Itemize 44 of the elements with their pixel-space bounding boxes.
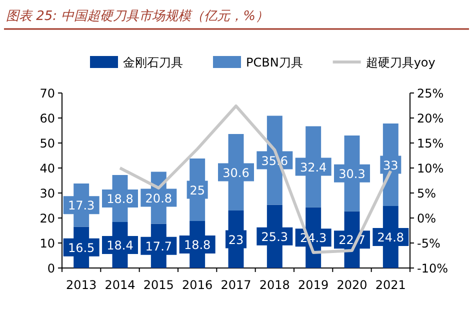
x-tick-label: 2020 <box>336 278 368 292</box>
data-label: 17.7 <box>145 239 172 254</box>
y2-tick-label: 0% <box>417 212 436 226</box>
data-label: 16.5 <box>68 240 95 255</box>
y-tick-label: 20 <box>40 212 55 226</box>
x-tick-label: 2014 <box>104 278 136 292</box>
data-label: 17.3 <box>68 198 95 213</box>
data-label: 18.8 <box>184 238 211 252</box>
data-label: 18.8 <box>106 192 134 206</box>
y2-tick-label: 20% <box>417 112 444 126</box>
y-tick-label: 70 <box>40 86 55 100</box>
x-tick-label: 2018 <box>259 278 290 292</box>
y2-tick-label: 5% <box>417 186 436 200</box>
y-tick-label: 40 <box>40 162 55 176</box>
data-label: 30.6 <box>222 166 250 180</box>
data-label: 33 <box>383 158 398 172</box>
data-label: 24.8 <box>377 230 404 244</box>
y2-tick-label: 10% <box>417 162 444 176</box>
x-tick-label: 2017 <box>220 278 252 292</box>
x-tick-label: 2015 <box>143 278 174 292</box>
data-label: 20.8 <box>145 191 172 206</box>
x-tick-label: 2016 <box>182 278 213 292</box>
y2-tick-label: 15% <box>417 136 444 150</box>
data-label: 25 <box>190 183 205 198</box>
x-tick-label: 2021 <box>375 278 406 292</box>
x-tick-label: 2019 <box>298 278 329 292</box>
legend-label: PCBN刀具 <box>246 56 303 70</box>
y-tick-label: 0 <box>47 262 55 276</box>
y-tick-label: 60 <box>40 112 55 126</box>
data-label: 23 <box>228 232 244 247</box>
y2-tick-label: -5% <box>417 236 440 250</box>
y2-tick-label: 25% <box>417 86 444 100</box>
chart-title: 图表 25: 中国超硬刀具市场规模（亿元，%） <box>6 9 269 24</box>
y-tick-label: 50 <box>40 136 55 150</box>
y-tick-label: 30 <box>40 186 55 200</box>
data-label: 32.4 <box>300 160 327 174</box>
x-tick-label: 2013 <box>66 278 97 292</box>
legend-label: 超硬刀具yoy <box>366 56 436 70</box>
legend-label: 金刚石刀具 <box>123 56 183 70</box>
data-label: 30.3 <box>338 166 366 181</box>
data-label: 25.3 <box>261 230 288 244</box>
data-label: 18.4 <box>106 238 134 252</box>
y-tick-label: 10 <box>40 236 55 250</box>
y2-tick-label: -10% <box>417 262 448 276</box>
